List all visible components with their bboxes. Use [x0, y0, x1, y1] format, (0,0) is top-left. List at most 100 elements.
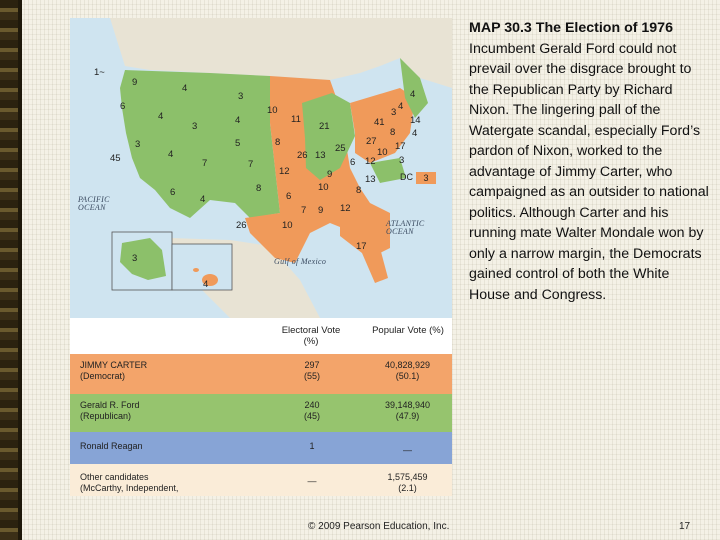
state-vote-OK: 8 [256, 183, 262, 194]
state-vote-MN: 10 [267, 105, 278, 116]
table-row-ford: Gerald R. Ford (Republican) 240 (45) 39,14… [70, 394, 452, 432]
state-vote-CT: 8 [390, 127, 396, 138]
electoral-vote: 297 [304, 360, 320, 370]
popular-vote: 40,828,929 [384, 360, 431, 370]
state-vote-NE: 5 [235, 138, 241, 149]
state-vote-NV: 3 [135, 139, 141, 150]
candidate-party: (Republican) [80, 411, 132, 422]
state-vote-CA: 45 [110, 153, 121, 164]
page-number: 17 [679, 521, 691, 532]
state-vote-IN: 13 [315, 150, 326, 161]
caption-map-number: MAP 30.3 [469, 20, 532, 36]
us-map: PACIFIC OCEAN ATLANTIC OCEAN Gulf of Mex… [70, 18, 452, 318]
state-vote-NC: 13 [365, 174, 376, 185]
alaska-land [120, 238, 166, 280]
hawaii-island-small [193, 268, 199, 272]
state-vote-KS: 7 [248, 159, 254, 170]
electoral-pct: (45) [303, 411, 320, 422]
electoral-vote: — [307, 476, 317, 486]
popular-pct: (47.9) [395, 411, 420, 422]
ford-region-new-england [400, 58, 428, 118]
decorative-border-line [18, 0, 22, 540]
state-vote-WI: 11 [291, 114, 301, 125]
state-vote-UT: 4 [168, 149, 174, 160]
table-row-carter: JIMMY CARTER (Democrat) 297 (55) 40,828,92… [70, 354, 452, 394]
state-vote-SC: 8 [356, 185, 362, 196]
candidate-name: Ronald Reagan [80, 441, 143, 451]
canada-land [110, 18, 452, 88]
state-vote-FL: 17 [356, 241, 367, 252]
ford-region-midwest [302, 93, 355, 180]
popular-vote: 39,148,940 [384, 400, 431, 410]
state-vote-OR: 6 [120, 101, 126, 112]
caption-body: Incumbent Gerald Ford could not prevail … [469, 40, 709, 303]
wa-faithless-marker: 1~ [94, 67, 105, 78]
hawaii-inset [171, 243, 233, 291]
state-vote-NM: 4 [200, 194, 206, 205]
state-vote-ID: 4 [158, 111, 164, 122]
atlantic-ocean-label: ATLANTIC OCEAN [386, 219, 425, 236]
state-vote-KY: 9 [327, 169, 333, 180]
state-vote-VT: 3 [391, 107, 397, 118]
ford-region-virginia [370, 158, 406, 183]
state-vote-SD: 4 [235, 115, 241, 126]
dc-label: DC [400, 172, 413, 182]
state-vote-VA: 12 [365, 156, 376, 167]
gulf-of-mexico-label: Gulf of Mexico [274, 257, 327, 266]
popular-vote: 1,575,459 [387, 472, 428, 482]
candidate-name: JIMMY CARTER [80, 360, 148, 370]
state-vote-ND: 3 [238, 91, 244, 102]
state-vote-NH: 4 [398, 101, 404, 112]
popular-vote: — [403, 445, 412, 455]
election-map-figure: PACIFIC OCEAN ATLANTIC OCEAN Gulf of Mex… [70, 18, 452, 496]
state-vote-AZ: 6 [170, 187, 176, 198]
state-vote-AR: 6 [286, 191, 292, 202]
state-vote-NY: 41 [374, 117, 385, 128]
state-vote-NJ: 17 [395, 141, 406, 152]
state-vote-HI: 4 [203, 279, 209, 290]
carter-region-florida [340, 226, 388, 283]
map-graphic [70, 18, 452, 318]
state-vote-MO: 12 [279, 166, 290, 177]
state-vote-PA: 27 [366, 136, 377, 147]
state-vote-ME: 4 [410, 89, 416, 100]
state-vote-CO: 7 [202, 158, 208, 169]
map-caption: MAP 30.3 The Election of 1976 Incumbent … [469, 18, 709, 305]
state-vote-MT: 4 [182, 83, 188, 94]
dc-votes: 3 [416, 172, 436, 184]
caption-title: The Election of 1976 [535, 20, 673, 36]
dc-legend: DC 3 [400, 172, 436, 184]
pacific-ocean-label: PACIFIC OCEAN [78, 195, 110, 212]
candidate-name: Other candidates [80, 472, 149, 482]
state-vote-IA: 8 [275, 137, 281, 148]
state-vote-MA: 14 [410, 115, 421, 126]
header-popular-vote: Popular Vote (%) [372, 325, 444, 336]
header-electoral-vote: Electoral Vote (%) [281, 325, 341, 347]
state-vote-AK: 3 [132, 253, 138, 264]
state-vote-TX: 26 [236, 220, 247, 231]
table-row-others: Other candidates (McCarthy, Independent, … [70, 464, 452, 496]
state-vote-DE: 3 [399, 155, 405, 166]
state-vote-MS: 7 [301, 205, 307, 216]
state-vote-LA: 10 [282, 220, 293, 231]
state-vote-OH: 25 [335, 143, 346, 154]
electoral-vote: 1 [309, 441, 315, 451]
state-vote-MD: 10 [377, 147, 388, 158]
state-vote-IL: 26 [297, 150, 308, 161]
ford-region-west [120, 70, 280, 218]
candidate-party: (McCarthy, Independent, Libertarian) [80, 483, 179, 496]
state-vote-MI: 21 [319, 121, 330, 132]
state-vote-WV: 6 [350, 157, 356, 168]
popular-pct: (50.1) [395, 371, 420, 382]
state-vote-GA: 12 [340, 203, 351, 214]
state-vote-WA: 9 [132, 77, 138, 88]
table-row-reagan: Ronald Reagan 1 — [70, 432, 452, 464]
state-vote-RI: 4 [412, 128, 418, 139]
state-vote-TN: 10 [318, 182, 329, 193]
copyright-notice: © 2009 Pearson Education, Inc. [308, 521, 450, 532]
hawaii-land [202, 274, 218, 286]
electoral-vote: 240 [304, 400, 320, 410]
electoral-pct: (55) [303, 371, 320, 382]
carter-region-northeast [350, 88, 415, 163]
candidate-party: (Democrat) [80, 371, 126, 382]
